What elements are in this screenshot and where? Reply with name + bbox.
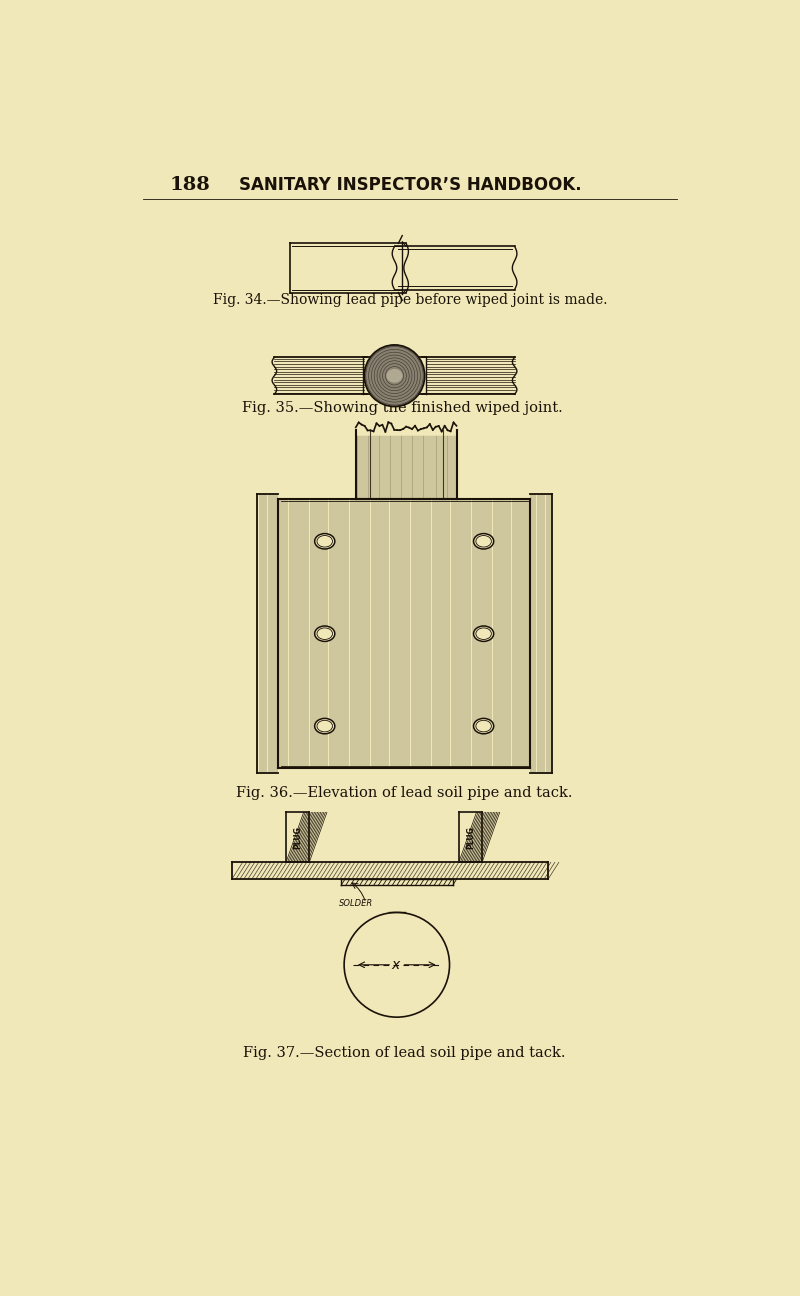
Text: SOLDER: SOLDER xyxy=(338,898,373,907)
Ellipse shape xyxy=(314,718,335,734)
Ellipse shape xyxy=(364,345,425,407)
Text: SANITARY INSPECTOR’S HANDBOOK.: SANITARY INSPECTOR’S HANDBOOK. xyxy=(238,176,582,194)
Ellipse shape xyxy=(386,369,402,382)
Text: Fig. 37.—Section of lead soil pipe and tack.: Fig. 37.—Section of lead soil pipe and t… xyxy=(243,1046,566,1060)
Text: Fig. 35.—Showing the finished wiped joint.: Fig. 35.—Showing the finished wiped join… xyxy=(242,400,562,415)
Ellipse shape xyxy=(474,626,494,642)
Text: PLUG: PLUG xyxy=(466,826,475,849)
Text: 188: 188 xyxy=(170,176,210,194)
Text: Fig. 34.—Showing lead pipe before wiped joint is made.: Fig. 34.—Showing lead pipe before wiped … xyxy=(213,293,607,307)
Text: Fig. 36.—Elevation of lead soil pipe and tack.: Fig. 36.—Elevation of lead soil pipe and… xyxy=(236,787,573,800)
Ellipse shape xyxy=(474,718,494,734)
Ellipse shape xyxy=(314,626,335,642)
Text: $x$: $x$ xyxy=(391,958,402,972)
Text: PLUG: PLUG xyxy=(293,826,302,849)
Ellipse shape xyxy=(314,534,335,550)
Ellipse shape xyxy=(474,534,494,550)
